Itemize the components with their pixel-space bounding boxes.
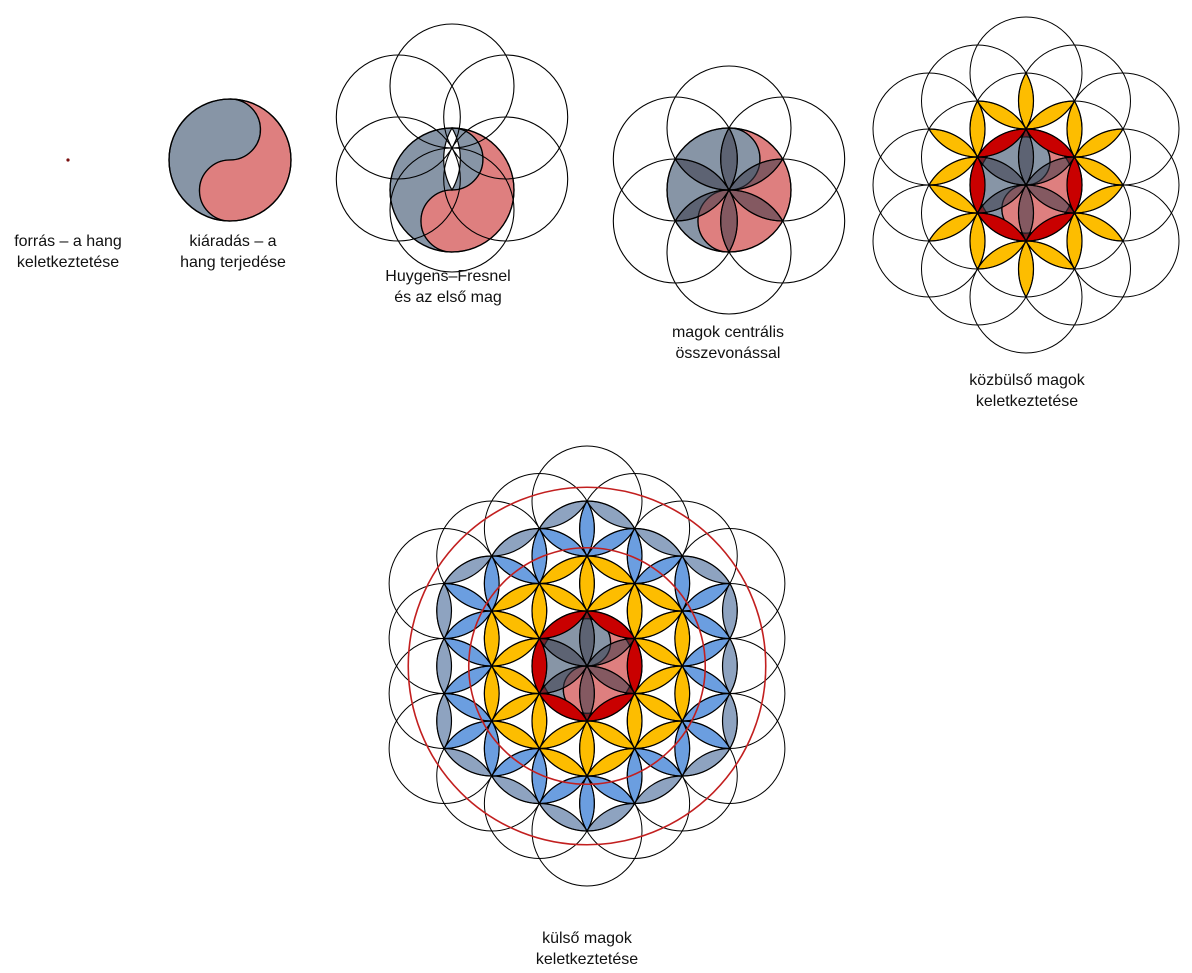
caption-huygens-line2: és az első mag: [394, 289, 502, 306]
emission-outline: [168, 98, 292, 222]
caption-source-line2: keletkeztetése: [16, 254, 120, 271]
caption-intermediate-line1: közbülső magok: [969, 372, 1085, 389]
caption-emission: kiáradás – a hang terjedése: [168, 231, 298, 273]
caption-central-line2: összevonással: [675, 345, 781, 362]
intermediate-circle-18: [969, 16, 1083, 130]
outer-inner-red-ring: [467, 546, 707, 786]
caption-outer: külső magok keletkeztetése: [527, 928, 647, 970]
caption-source-line1: forrás – a hang: [14, 233, 122, 250]
huygens-circle-5: [335, 54, 461, 180]
stage-source-figure: [66, 158, 70, 162]
caption-central-line1: magok centrális: [671, 324, 785, 341]
source-point: [66, 158, 70, 162]
caption-huygens-line1: Huygens–Fresnel: [385, 268, 511, 285]
caption-emission-line1: kiáradás – a: [189, 233, 277, 250]
caption-emission-line2: hang terjedése: [180, 254, 286, 271]
caption-central: magok centrális összevonással: [658, 322, 798, 364]
stage-emission-figure: [168, 98, 292, 222]
caption-outer-line1: külső magok: [542, 930, 632, 947]
caption-source: forrás – a hang keletkeztetése: [8, 231, 128, 273]
outer-outer-red-ring: [407, 486, 767, 846]
stage-intermediate-figure: [872, 16, 1180, 354]
huygens-centre-outline: [389, 127, 515, 253]
central-centre-outline: [666, 127, 792, 253]
stage-central-figure: [612, 65, 846, 315]
caption-outer-line2: keletkeztetése: [535, 951, 639, 968]
caption-intermediate-line2: keletkeztetése: [975, 393, 1079, 410]
caption-huygens: Huygens–Fresnel és az első mag: [378, 266, 518, 308]
stage-huygens-figure: [335, 23, 569, 273]
stage-outer-figure: [388, 445, 786, 887]
caption-intermediate: közbülső magok keletkeztetése: [957, 370, 1097, 412]
outer-circle-36: [531, 445, 643, 557]
huygens-circle-4: [335, 116, 461, 242]
